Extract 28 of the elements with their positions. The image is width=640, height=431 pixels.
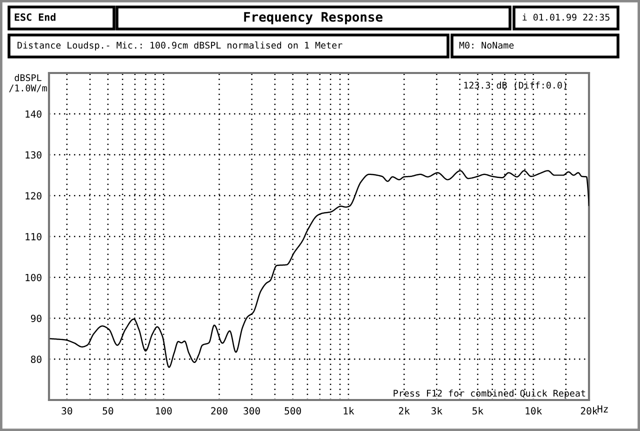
x-tick-label: 2k [398, 406, 410, 414]
x-tick-label: 1k [344, 406, 354, 414]
x-tick-label: 30 [62, 407, 72, 415]
y-tick-label: 140 [26, 110, 42, 118]
x-tick-label: 300 [244, 407, 260, 415]
x-tick-label: 200 [211, 407, 228, 415]
y-tick-label: 80 [30, 356, 42, 363]
y-tick-label: 110 [26, 233, 42, 240]
chart-title: Frequency Response [244, 12, 382, 24]
annotation: Press F12 for combined Quick Repeat [394, 390, 586, 398]
text: ESC End [14, 13, 56, 21]
annotation: 123.3 dB (Diff:0.0) [464, 82, 566, 90]
x-tick-label: 5k [472, 406, 484, 415]
x-tick-label: 50 [102, 407, 114, 415]
y-tick-label: 100 [26, 274, 42, 282]
x-tick-label: 20k [580, 406, 598, 415]
text: M0: NoName [459, 42, 514, 49]
text: i 01.01.99 22:35 [522, 14, 610, 21]
y-tick-label: 120 [26, 192, 42, 200]
y-tick-label: 130 [26, 151, 42, 159]
x-tick-label: 500 [284, 407, 301, 415]
y-tick-label: 90 [30, 314, 42, 322]
x-axis-title: Hz [598, 405, 608, 412]
y-axis-title: dBSPL /1.0W/m [9, 74, 47, 92]
x-tick-label: 100 [156, 407, 172, 415]
chart-subtitle: Distance Loudsp.- Mic.: 100.9cm dBSPL normalised on 1 Meter [18, 42, 342, 50]
x-tick-label: 10k [526, 406, 542, 415]
x-tick-label: 3k [431, 406, 442, 415]
